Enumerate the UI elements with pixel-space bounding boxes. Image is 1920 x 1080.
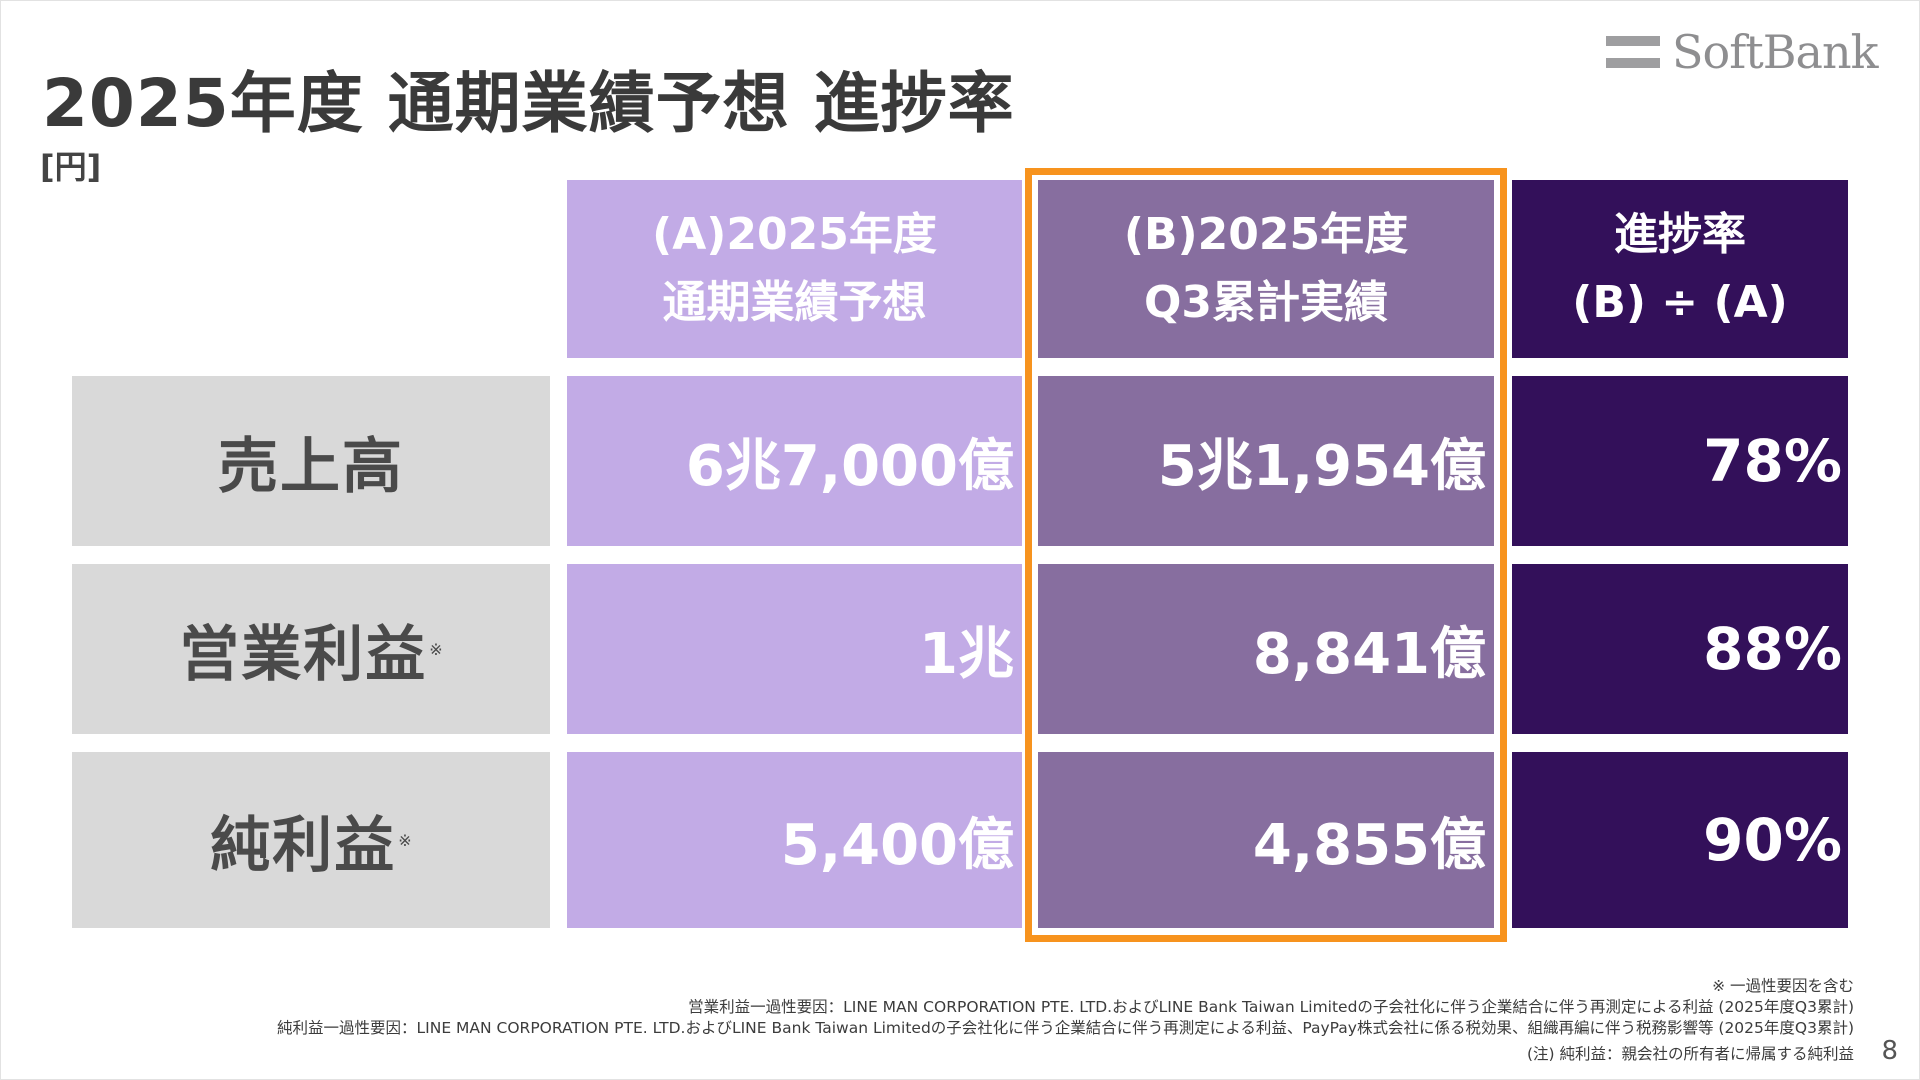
softbank-logo-icon	[1606, 34, 1660, 70]
operating-income-forecast: 1兆	[567, 564, 1022, 734]
net-income-forecast: 5,400億	[567, 752, 1022, 928]
footnote-marker: ※ 一過性要因を含む	[1712, 977, 1854, 995]
row-label-operating-income: 営業利益 ※	[72, 564, 550, 734]
footnote-mark: ※	[429, 639, 443, 659]
logo-text: SoftBank	[1672, 25, 1878, 79]
unit-label: [円]	[40, 148, 102, 186]
footnote-mark: ※	[398, 830, 412, 850]
header-forecast: (A)2025年度 通期業績予想	[567, 180, 1022, 358]
net-income-progress: 90%	[1512, 752, 1848, 928]
row-label-text: 純利益	[210, 810, 397, 881]
revenue-actual: 5兆1,954億	[1038, 376, 1494, 546]
header-progress-line1: 進捗率	[1614, 209, 1746, 260]
header-forecast-line1: (A)2025年度	[652, 209, 937, 260]
row-label-net-income: 純利益 ※	[72, 752, 550, 928]
row-label-text: 売上高	[218, 431, 404, 502]
revenue-forecast: 6兆7,000億	[567, 376, 1022, 546]
header-actual: (B)2025年度 Q3累計実績	[1038, 180, 1494, 358]
page-title: 2025年度 通期業績予想 進捗率	[42, 65, 1015, 142]
header-actual-line1: (B)2025年度	[1123, 209, 1409, 260]
footnote-operating-income: 営業利益一過性要因：LINE MAN CORPORATION PTE. LTD.…	[688, 998, 1854, 1016]
header-progress: 進捗率 (B) ÷ (A)	[1512, 180, 1848, 358]
net-income-actual: 4,855億	[1038, 752, 1494, 928]
header-forecast-line2: 通期業績予想	[662, 277, 927, 328]
revenue-progress: 78%	[1512, 376, 1848, 546]
row-label-revenue: 売上高	[72, 376, 550, 546]
page-number: 8	[1881, 1036, 1898, 1066]
row-label-text: 営業利益	[179, 619, 428, 690]
footnote-definition: (注) 純利益：親会社の所有者に帰属する純利益	[1526, 1045, 1854, 1063]
operating-income-actual: 8,841億	[1038, 564, 1494, 734]
header-progress-line2: (B) ÷ (A)	[1572, 277, 1788, 328]
header-actual-line2: Q3累計実績	[1143, 277, 1389, 328]
footnote-net-income: 純利益一過性要因：LINE MAN CORPORATION PTE. LTD.お…	[277, 1019, 1854, 1037]
operating-income-progress: 88%	[1512, 564, 1848, 734]
softbank-logo: SoftBank	[1606, 25, 1878, 79]
